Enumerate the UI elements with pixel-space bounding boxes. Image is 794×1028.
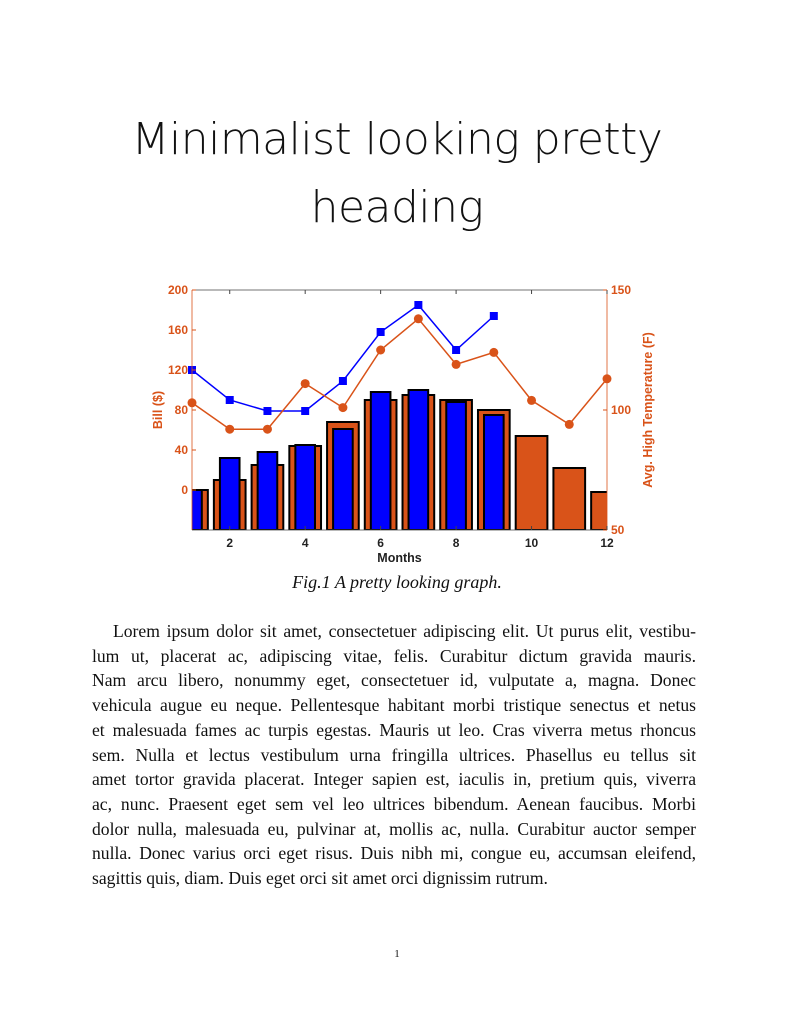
marker-circle xyxy=(376,345,386,355)
x-tick-label: 2 xyxy=(226,536,233,550)
marker-circle xyxy=(338,403,348,413)
y-left-tick-label: 200 xyxy=(168,283,188,297)
paragraph-line: amet tortor gravida placerat. Integer sa… xyxy=(92,769,696,790)
line-blue xyxy=(191,303,495,412)
bar-blue xyxy=(369,391,392,530)
marker-circle xyxy=(300,379,310,389)
line-orange xyxy=(191,317,608,430)
y-left-tick-label: 120 xyxy=(168,363,188,377)
y-left-axis-label: Bill ($) xyxy=(151,391,165,429)
marker-circle xyxy=(262,424,272,434)
y-right-tick-label: 50 xyxy=(611,523,625,537)
figure-caption: Fig.1 A pretty looking graph. xyxy=(292,572,502,592)
paragraph-line: et malesuada fames ac turpis egestas. Ma… xyxy=(92,719,696,740)
paragraph-line: vehicula augue eu neque. Pellentesque ha… xyxy=(92,695,696,716)
page-number: 1 xyxy=(394,948,400,960)
paragraph-line: nulla. Donec varius orci eget risus. Dui… xyxy=(92,843,696,864)
marker-square xyxy=(263,407,272,415)
bill-temperature-chart: 2 4 6 8 10 120408012016020050100150MonthsBill… xyxy=(151,283,655,565)
y-left-tick-label: 160 xyxy=(168,323,188,337)
paragraph-line: sem. Nulla et lectus vestibulum urna fri… xyxy=(92,744,696,765)
page-heading: Minimalist looking pretty heading xyxy=(0,106,794,242)
marker-circle xyxy=(413,314,423,324)
y-left-tick-label: 40 xyxy=(175,443,189,457)
bar-blue xyxy=(294,444,316,530)
paragraph-line: ac, nunc. Praesent eget sem vel leo ultr… xyxy=(92,793,696,814)
paragraph-line: sagittis quis, diam. Duis eget orci sit … xyxy=(92,868,548,889)
marker-square xyxy=(338,377,347,385)
marker-circle xyxy=(489,347,499,357)
y-right-tick-label: 100 xyxy=(611,403,631,417)
marker-square xyxy=(489,312,498,320)
marker-square xyxy=(452,346,461,354)
heading-line: heading xyxy=(310,182,484,233)
marker-square xyxy=(301,407,310,415)
plot-area xyxy=(192,389,607,530)
bar-blue xyxy=(218,457,241,530)
x-tick-label: 8 xyxy=(453,536,460,550)
bar-blue xyxy=(483,414,505,530)
body-paragraph: Lorem ipsum dolor sit amet, consectetuer… xyxy=(92,619,696,891)
x-tick-label: 12 xyxy=(600,536,614,550)
x-tick-label: 4 xyxy=(302,536,309,550)
bar-blue xyxy=(256,451,279,530)
marker-square xyxy=(376,328,385,336)
x-tick-label: 6 xyxy=(377,536,384,550)
x-axis-label: Months xyxy=(377,551,421,565)
bar-blue xyxy=(407,389,430,530)
marker-circle xyxy=(564,419,574,429)
marker-circle xyxy=(225,424,235,434)
marker-circle xyxy=(451,359,461,369)
y-left-tick-label: 80 xyxy=(175,403,189,417)
marker-circle xyxy=(527,395,537,405)
paragraph-line: lum ut, placerat ac, adipiscing vitae, f… xyxy=(92,645,696,666)
x-tick-label: 10 xyxy=(525,536,539,550)
heading-line: Minimalist looking pretty xyxy=(131,114,663,165)
bar-orange xyxy=(552,467,587,530)
marker-square xyxy=(225,396,234,404)
y-right-tick-label: 150 xyxy=(611,283,631,297)
paragraph-line: Nam arcu libero, nonummy eget, consectet… xyxy=(92,670,696,691)
bar-orange xyxy=(514,435,549,530)
y-left-tick-label: 0 xyxy=(181,483,188,497)
paragraph-line: dolor nulla, malesuada eu, pulvinar at, … xyxy=(92,818,696,839)
bar-blue xyxy=(445,401,467,530)
y-right-axis-label: Avg. High Temperature (F) xyxy=(641,332,655,488)
marker-square xyxy=(414,301,423,309)
paragraph-line: Lorem ipsum dolor sit amet, consectetuer… xyxy=(113,621,696,641)
bar-blue xyxy=(332,428,354,530)
